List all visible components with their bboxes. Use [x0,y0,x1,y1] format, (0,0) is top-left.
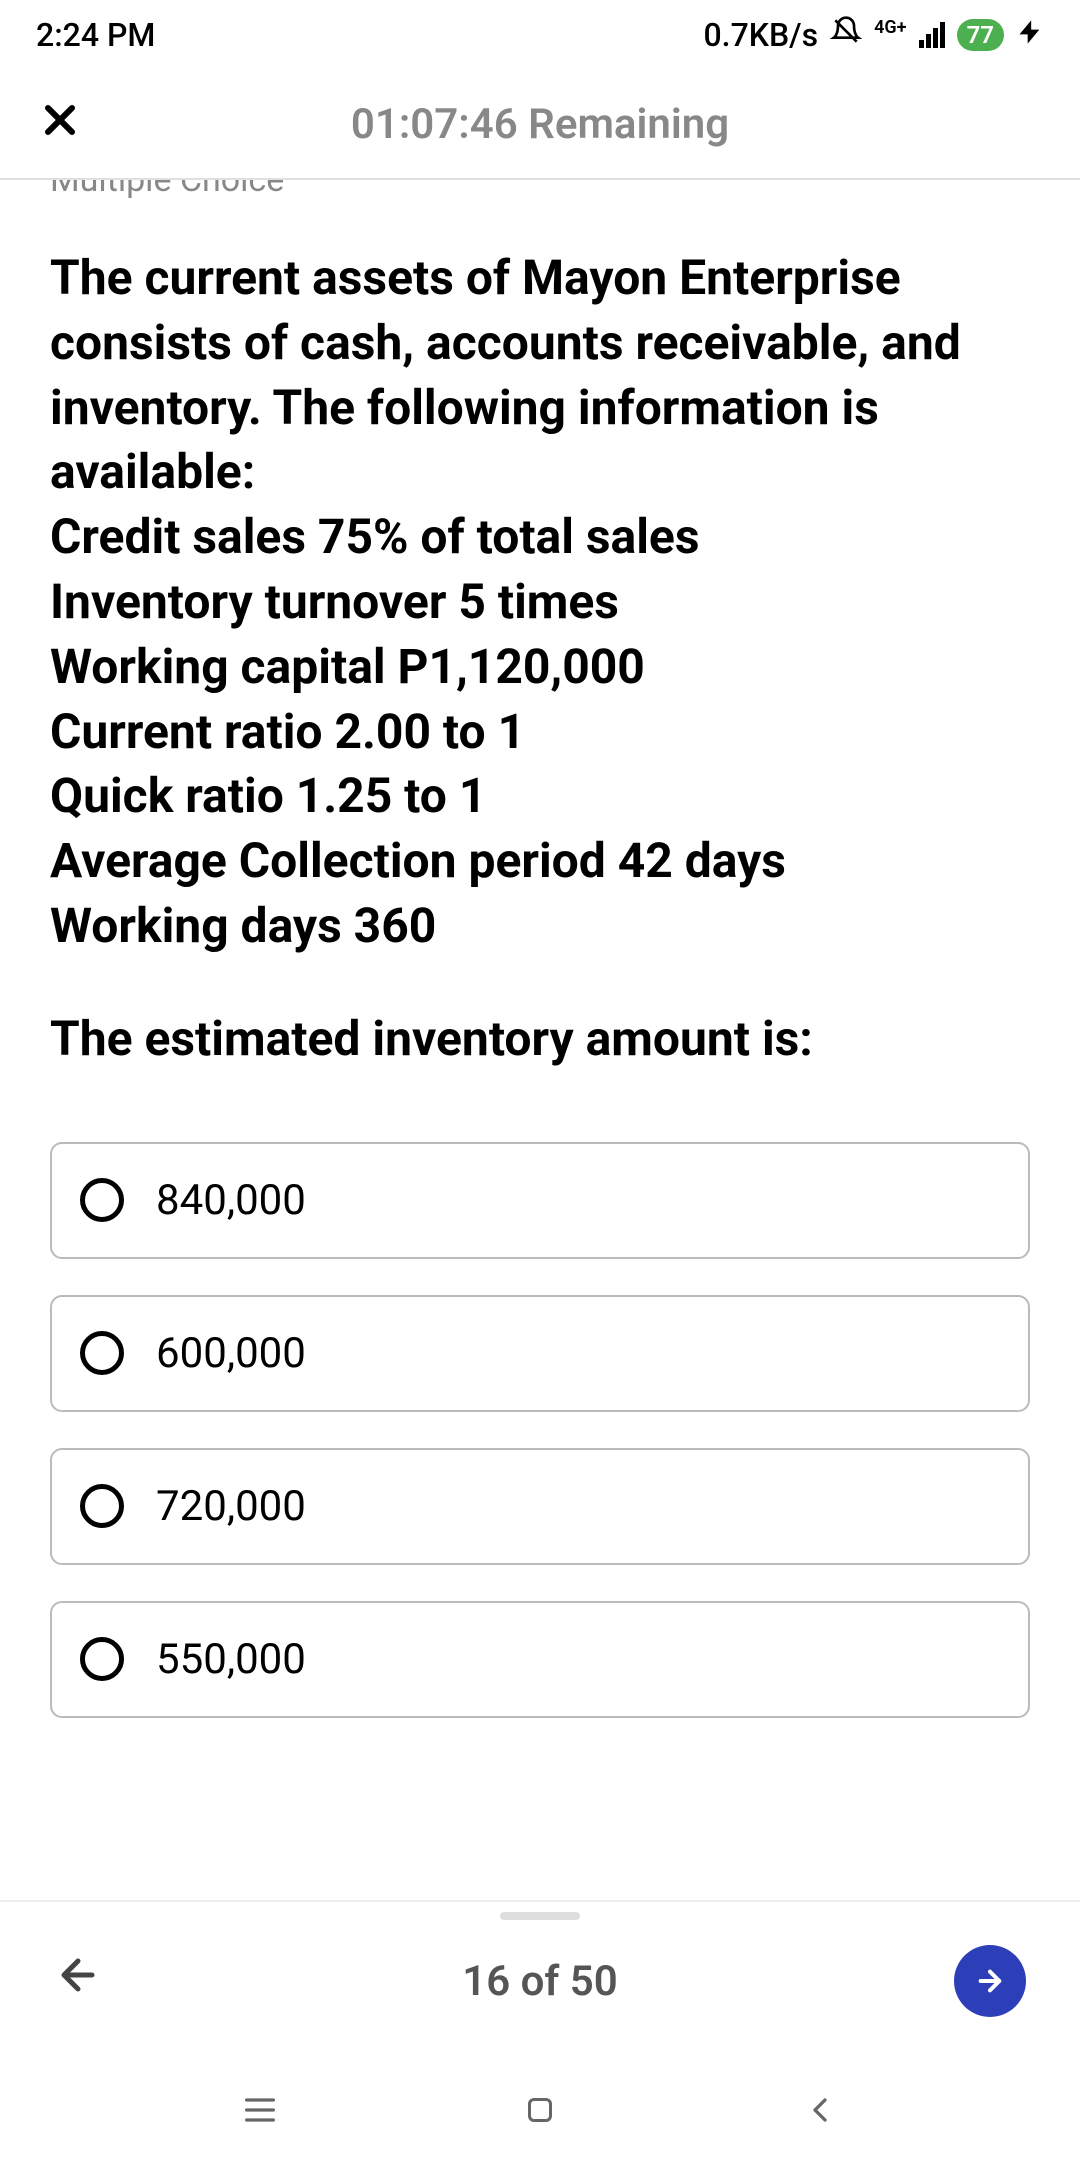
signal-icon [919,22,945,48]
radio-icon [80,1637,124,1681]
battery-badge: 77 [957,19,1004,51]
data-rate: 0.7KB/s [703,16,818,54]
option-item[interactable]: 720,000 [50,1448,1030,1565]
back-icon[interactable] [796,2086,844,2134]
question-counter: 16 of 50 [462,1957,618,2006]
quiz-content: Multiple Choice The current assets of Ma… [0,180,1080,1900]
option-label: 600,000 [156,1329,306,1378]
status-right: 0.7KB/s 4G+ 77 [703,15,1044,55]
home-icon[interactable] [516,2086,564,2134]
option-label: 550,000 [156,1635,306,1684]
system-nav-bar [0,2060,1080,2160]
mute-icon [830,15,862,55]
network-label: 4G+ [874,17,906,38]
radio-icon [80,1178,124,1222]
drag-handle[interactable] [500,1912,580,1920]
question-text: The current assets of Mayon Enterprise c… [50,246,1030,959]
option-item[interactable]: 550,000 [50,1601,1030,1718]
next-button[interactable] [954,1945,1026,2017]
radio-icon [80,1331,124,1375]
option-label: 720,000 [156,1482,306,1531]
lightning-icon [1016,16,1044,54]
status-bar: 2:24 PM 0.7KB/s 4G+ 77 [0,0,1080,70]
close-button[interactable] [36,96,84,153]
radio-icon [80,1484,124,1528]
prev-button[interactable] [54,1951,102,2012]
menu-icon[interactable] [236,2086,284,2134]
footer-nav: 16 of 50 [0,1900,1080,2060]
timer-remaining: 01:07:46 Remaining [351,100,729,149]
question-prompt: The estimated inventory amount is: [50,1007,1030,1072]
app-header: 01:07:46 Remaining [0,70,1080,180]
option-item[interactable]: 600,000 [50,1295,1030,1412]
section-label: Multiple Choice [50,180,1030,200]
option-item[interactable]: 840,000 [50,1142,1030,1259]
status-time: 2:24 PM [36,16,155,54]
option-label: 840,000 [156,1176,306,1225]
options-list: 840,000 600,000 720,000 550,000 [50,1142,1030,1718]
